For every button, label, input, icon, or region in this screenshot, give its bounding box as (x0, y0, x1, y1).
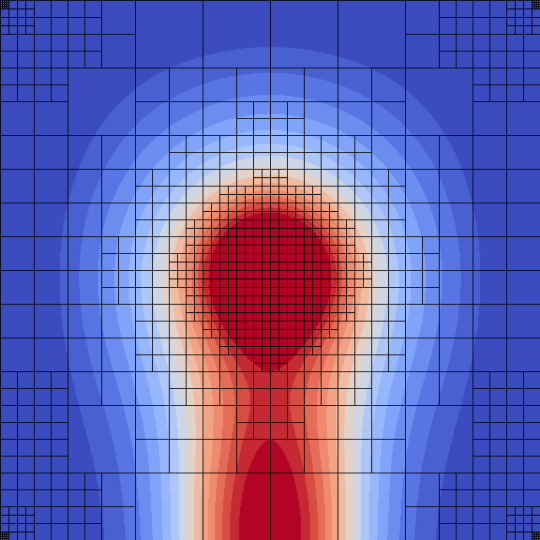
adaptive-mesh-grid (0, 0, 540, 540)
mesh-cells (0, 0, 540, 540)
mesh-lines (0, 0, 540, 540)
contour-field (0, 0, 540, 540)
mesh-visualization (0, 0, 540, 540)
